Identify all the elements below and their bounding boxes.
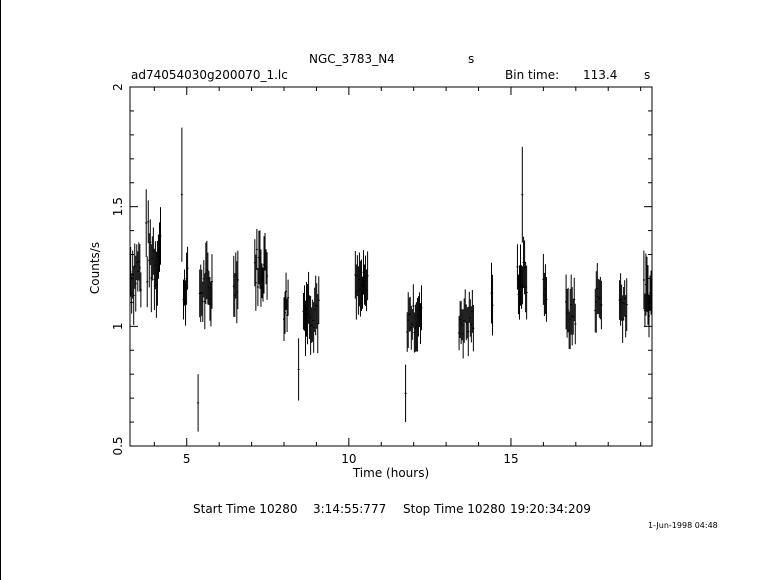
object-name: NGC_3783_N4: [309, 52, 395, 66]
stop-label: Stop Time 10280: [403, 502, 506, 516]
bin-time-value: 113.4: [583, 68, 618, 82]
start-time: 3:14:55:777: [313, 502, 387, 516]
y-axis-label: Counts/s: [88, 242, 102, 294]
y-tick-label: 2: [111, 83, 125, 91]
start-label: Start Time 10280: [193, 502, 298, 516]
x-tick-label: 15: [503, 452, 518, 466]
file-name: ad74054030g200070_1.lc: [131, 68, 288, 82]
y-tick-label: 0.5: [111, 436, 125, 455]
window-left-border: [0, 0, 1, 580]
date-stamp: 1-Jun-1998 04:48: [648, 521, 718, 530]
stop-time: 19:20:34:209: [510, 502, 591, 516]
object-suffix: s: [468, 52, 475, 66]
plot-frame: [129, 86, 653, 447]
x-axis-label: Time (hours): [352, 466, 429, 480]
bin-time-unit: s: [644, 68, 651, 82]
bin-time-label: Bin time:: [505, 68, 560, 82]
axes: 5 10 15 0.5 1 1.5 2: [111, 83, 653, 466]
data-marks: [129, 127, 653, 432]
x-tick-label: 5: [183, 452, 191, 466]
y-tick-label: 1: [111, 323, 125, 331]
x-tick-label: 10: [341, 452, 356, 466]
y-tick-label: 1.5: [111, 197, 125, 216]
